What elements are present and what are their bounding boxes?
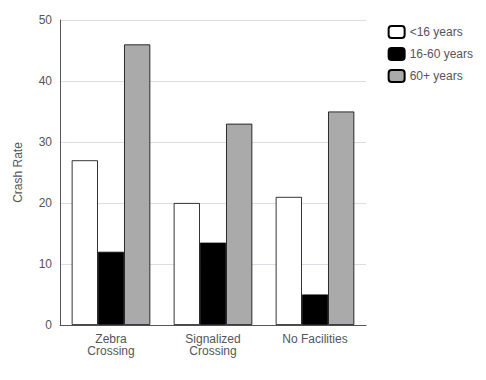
svg-text:20: 20 (39, 196, 53, 210)
svg-text:Crash Rate: Crash Rate (11, 142, 25, 203)
svg-text:Crossing: Crossing (189, 344, 236, 358)
svg-text:Zebra: Zebra (95, 332, 127, 346)
svg-text:No Facilities: No Facilities (282, 332, 347, 346)
svg-text:Crossing: Crossing (87, 344, 134, 358)
svg-text:40: 40 (39, 74, 53, 88)
svg-text:50: 50 (39, 13, 53, 27)
svg-text:60+ years: 60+ years (410, 69, 463, 83)
svg-text:Signalized: Signalized (185, 332, 241, 346)
svg-text:10: 10 (39, 257, 53, 271)
svg-text:16-60 years: 16-60 years (410, 47, 473, 61)
svg-text:0: 0 (45, 318, 52, 332)
svg-text:<16 years: <16 years (410, 25, 463, 39)
svg-text:30: 30 (39, 135, 53, 149)
